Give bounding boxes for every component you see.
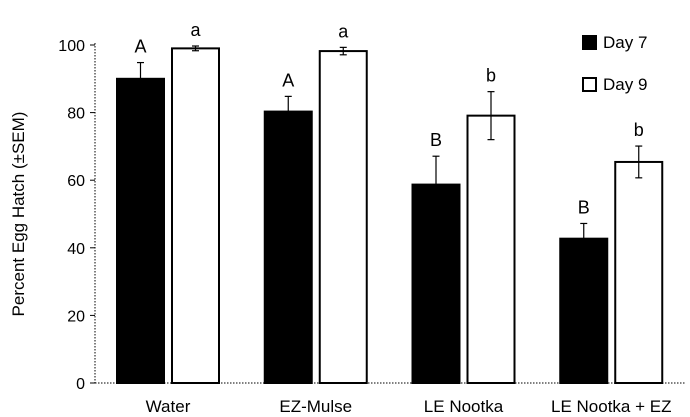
y-tick-label: 80 (67, 106, 85, 123)
y-tick-label: 0 (76, 376, 85, 393)
bar-day-7 (411, 183, 461, 384)
bar-day-9 (318, 50, 368, 384)
significance-letter: a (338, 21, 349, 41)
significance-letter: a (190, 20, 201, 40)
bar-day-7 (559, 237, 609, 384)
significance-letter: B (578, 197, 590, 217)
bar-day-7 (263, 110, 313, 384)
y-tick-label: 100 (58, 38, 85, 55)
x-category-label: Water (146, 397, 191, 416)
chart-bars (116, 47, 664, 385)
legend-label: Day 7 (603, 33, 647, 52)
y-tick-label: 40 (67, 241, 85, 258)
x-category-label: LE Nootka (424, 397, 504, 416)
significance-letter: b (486, 66, 496, 86)
y-tick-label: 20 (67, 308, 85, 325)
y-tick-label: 60 (67, 173, 85, 190)
significance-letter: A (134, 37, 146, 57)
legend-label: Day 9 (603, 75, 647, 94)
significance-letter: A (282, 70, 294, 90)
bar-day-9 (171, 47, 220, 384)
significance-letter: b (634, 120, 644, 140)
chart-error-bars (137, 45, 643, 255)
bar-day-7 (116, 77, 165, 385)
bar-day-9 (466, 114, 516, 384)
chart-category-labels: Water EZ-Mulse LE Nootka LE Nootka + EZ (146, 397, 672, 416)
bar-day-9 (614, 160, 664, 384)
y-axis-label: Percent Egg Hatch (±SEM) (9, 112, 28, 317)
significance-letter: B (430, 130, 442, 150)
x-category-label: LE Nootka + EZ (551, 397, 671, 416)
chart-legend: Day 7 Day 9 (582, 33, 647, 94)
legend-swatch (582, 77, 597, 92)
chart-significance-letters: Aa Aa Bb Bb (134, 20, 643, 217)
legend-swatch (582, 35, 597, 50)
x-category-label: EZ-Mulse (279, 397, 352, 416)
